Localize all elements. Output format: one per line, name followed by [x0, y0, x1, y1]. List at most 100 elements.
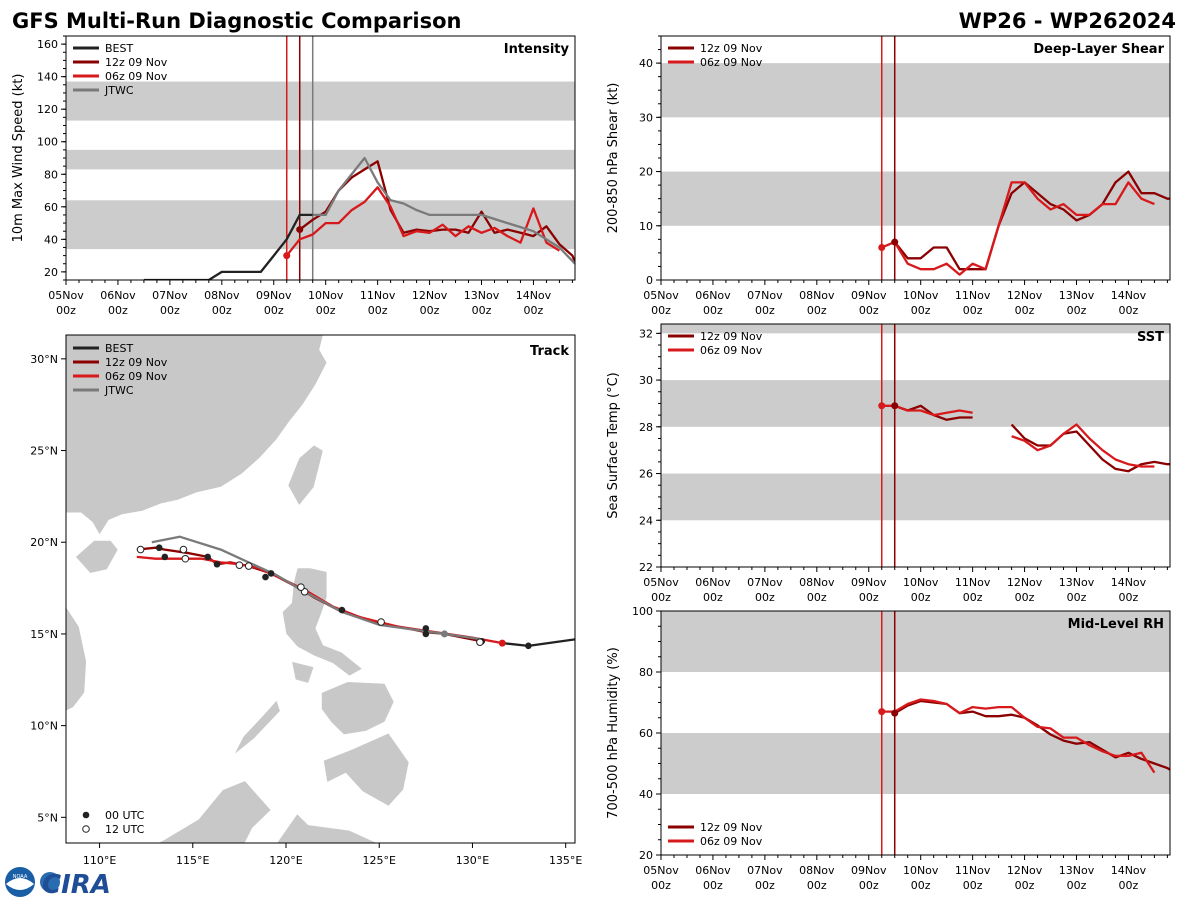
intensity-band — [66, 200, 575, 250]
sst-ylabel: Sea Surface Temp (°C) — [606, 372, 621, 519]
palawan-island — [233, 699, 281, 756]
track-ytick-label: 25°N — [30, 445, 58, 458]
rh-plot-area — [661, 611, 1170, 855]
intensity-start-marker — [283, 252, 291, 260]
sst-ytick-label: 28 — [639, 421, 653, 434]
intensity-ytick-label: 120 — [37, 103, 58, 116]
intensity-xtick-sublabel: 00z — [212, 304, 232, 317]
shear-start-marker — [878, 243, 886, 251]
track-point-00utc — [338, 606, 346, 614]
intensity-legend-label: BEST — [105, 42, 133, 55]
sst-xtick-sublabel: 00z — [859, 591, 879, 604]
sst-xtick-sublabel: 00z — [651, 591, 671, 604]
rh-legend-label: 06z 09 Nov — [700, 835, 763, 848]
track-xtick-label: 115°E — [176, 854, 209, 867]
track-point-00utc — [525, 642, 532, 650]
track-legend-00utc-marker — [82, 811, 90, 819]
sst-series-line-12z-09-nov — [1010, 423, 1170, 473]
intensity-legend-label: 06z 09 Nov — [105, 70, 168, 83]
track-panel: 110°E 115°E 120°E 125°E 130°E 135°E 5°N 10°N 15°… — [30, 334, 582, 867]
track-run-marker — [440, 630, 448, 638]
shear-xtick-label: 13Nov — [1059, 289, 1095, 302]
shear-band — [661, 171, 1170, 226]
noaa-logo-text: NOAA — [13, 874, 28, 880]
intensity-xtick-label: 07Nov — [152, 289, 188, 302]
track-legend-label: 12z 09 Nov — [105, 356, 168, 369]
shear-ytick-label: 40 — [639, 57, 653, 70]
rh-ytick-label: 100 — [632, 605, 653, 618]
track-point-00utc — [422, 630, 430, 638]
track-frame — [65, 334, 576, 844]
rh-xtick-label: 14Nov — [1111, 864, 1147, 877]
track-xtick-label: 125°E — [363, 854, 396, 867]
intensity-plot-area — [66, 36, 575, 280]
storm-id-title: WP26 - WP262024 — [959, 9, 1176, 33]
intensity-xtick-sublabel: 00z — [472, 304, 492, 317]
rh-xtick-label: 09Nov — [851, 864, 887, 877]
track-point-12utc — [179, 545, 188, 554]
intensity-xtick-label: 05Nov — [48, 289, 84, 302]
rh-panel: 20 40 60 80 100 05Nov 00z 06Nov 00z 07Nov 00z 08Nov… — [606, 605, 1171, 892]
rh-ytick-label: 40 — [639, 788, 653, 801]
sst-xtick-sublabel: 00z — [807, 591, 827, 604]
intensity-xtick-label: 13Nov — [464, 289, 500, 302]
intensity-band — [66, 149, 575, 170]
rh-xtick-sublabel: 00z — [963, 879, 983, 892]
shear-title: Deep-Layer Shear — [1033, 42, 1164, 57]
sst-xtick-label: 12Nov — [1007, 576, 1043, 589]
shear-panel: 0 10 20 30 40 05Nov 00z 06Nov 00z 07Nov 00z 08Nov 00… — [606, 35, 1171, 317]
track-marker-legend-label: 00 UTC — [105, 809, 145, 822]
shear-xtick-label: 09Nov — [851, 289, 887, 302]
shear-xtick-label: 14Nov — [1111, 289, 1147, 302]
rh-ylabel: 700-500 hPa Humidity (%) — [606, 647, 621, 819]
shear-band — [661, 63, 1170, 118]
intensity-xtick-label: 10Nov — [308, 289, 344, 302]
sst-ytick-label: 26 — [639, 468, 653, 481]
sst-band — [661, 324, 1170, 334]
shear-xtick-label: 08Nov — [799, 289, 835, 302]
track-ytick-label: 30°N — [30, 353, 58, 366]
track-xtick-label: 135°E — [549, 854, 582, 867]
intensity-band — [66, 81, 575, 121]
intensity-xtick-label: 14Nov — [516, 289, 552, 302]
track-run-marker — [498, 639, 506, 647]
shear-xtick-sublabel: 00z — [911, 304, 931, 317]
rh-xtick-sublabel: 00z — [859, 879, 879, 892]
intensity-ytick-label: 100 — [37, 136, 58, 149]
luzon-island — [281, 567, 364, 677]
intensity-title: Intensity — [504, 42, 570, 57]
track-legend-label: JTWC — [104, 384, 134, 397]
sst-xtick-sublabel: 00z — [963, 591, 983, 604]
shear-ylabel: 200-850 hPa Shear (kt) — [606, 83, 621, 234]
sst-ytick-label: 32 — [639, 327, 653, 340]
intensity-xtick-sublabel: 00z — [316, 304, 336, 317]
sst-xtick-label: 13Nov — [1059, 576, 1095, 589]
track-ytick-label: 15°N — [30, 628, 58, 641]
rh-ytick-label: 20 — [639, 849, 653, 862]
track-point-12utc — [476, 638, 484, 646]
rh-xtick-sublabel: 00z — [1067, 879, 1087, 892]
rh-xtick-sublabel: 00z — [807, 879, 827, 892]
rh-band — [661, 733, 1170, 794]
track-point-12utc — [136, 545, 145, 554]
shear-xtick-sublabel: 00z — [703, 304, 723, 317]
sst-xtick-label: 05Nov — [643, 576, 679, 589]
rh-xtick-label: 11Nov — [955, 864, 991, 877]
noaa-logo-wave-icon — [6, 878, 34, 890]
shear-legend-label: 06z 09 Nov — [700, 56, 763, 69]
figure-title: GFS Multi-Run Diagnostic Comparison — [12, 9, 461, 33]
shear-xtick-label: 11Nov — [955, 289, 991, 302]
rh-legend-label: 12z 09 Nov — [700, 821, 763, 834]
track-xtick-label: 110°E — [83, 854, 116, 867]
rh-xtick-sublabel: 00z — [651, 879, 671, 892]
sst-ytick-label: 22 — [639, 561, 653, 574]
shear-xtick-sublabel: 00z — [963, 304, 983, 317]
shear-xtick-sublabel: 00z — [807, 304, 827, 317]
shear-xtick-label: 05Nov — [643, 289, 679, 302]
hainan-island — [74, 540, 119, 574]
rh-xtick-label: 12Nov — [1007, 864, 1043, 877]
intensity-series-line-best — [143, 213, 313, 280]
track-ytick-label: 10°N — [30, 720, 58, 733]
cira-logo: NOAA CIRA — [5, 867, 111, 900]
